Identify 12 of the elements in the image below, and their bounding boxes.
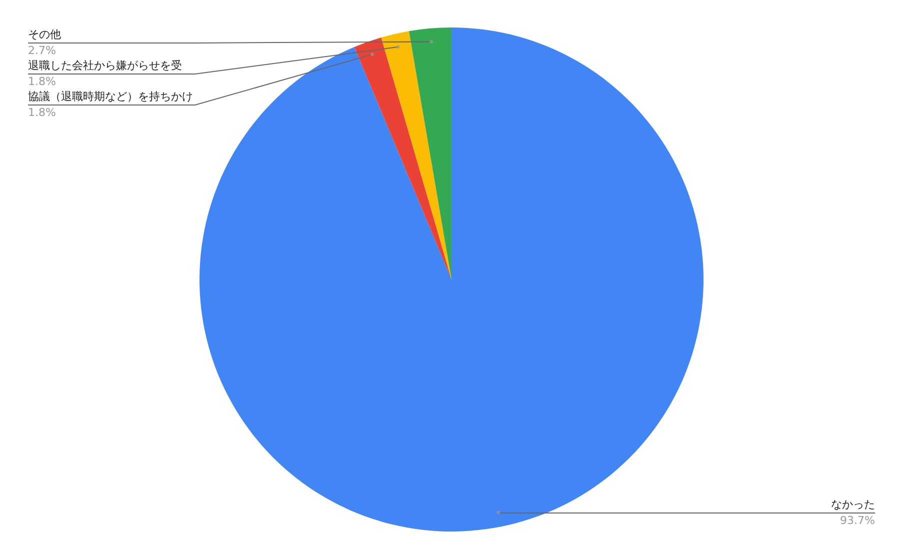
pie-slice <box>354 38 452 280</box>
data-label: 93.7% <box>840 514 875 527</box>
data-label: 2.7% <box>28 44 56 57</box>
slice-label: 退職した会社から嫌がらせを受 <box>28 59 182 72</box>
slice-label: その他 <box>28 28 61 41</box>
pie-slice <box>381 31 452 280</box>
pie-slice <box>408 28 452 280</box>
data-label: 1.8% <box>28 75 56 88</box>
slice-label: 協議（退職時期など）を持ちかけ <box>28 90 193 103</box>
slice-label: なかった <box>831 498 875 511</box>
pie-slice <box>200 28 704 532</box>
data-label: 1.8% <box>28 106 56 119</box>
